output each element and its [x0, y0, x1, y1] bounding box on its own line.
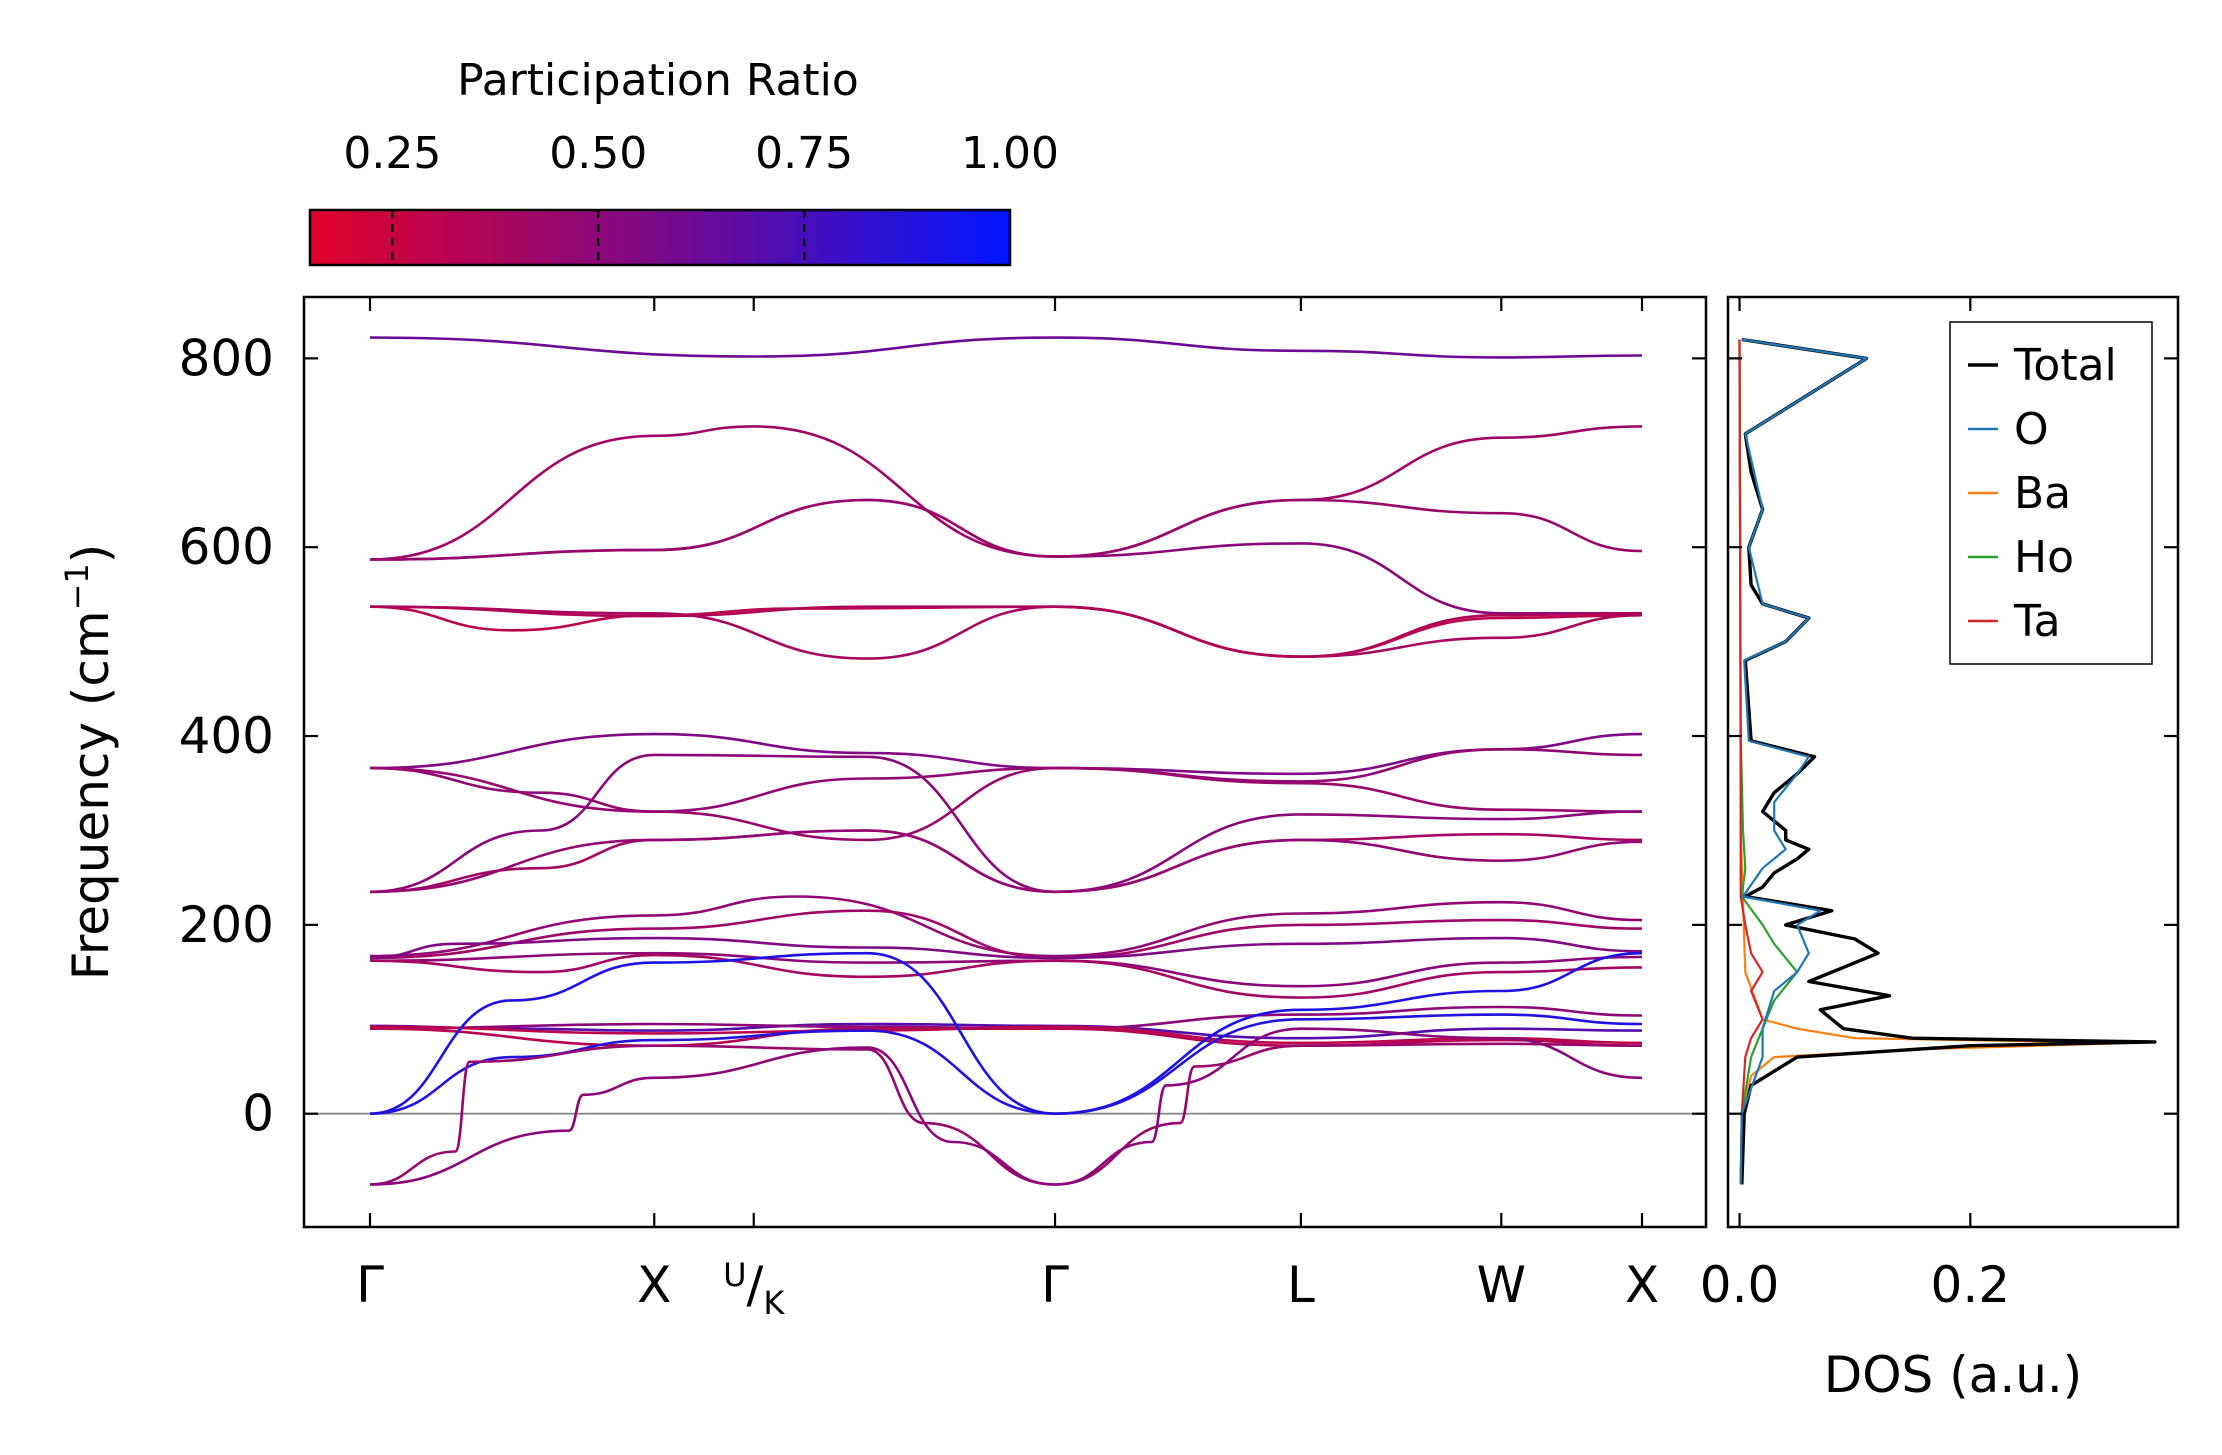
- phonon-branch: [369, 605, 1643, 660]
- dos-curve-ta: [1738, 339, 1764, 1185]
- phonon-branch: [369, 748, 1643, 813]
- phonon-branch: [369, 829, 1643, 894]
- dos-panel: 0.0 0.2 DOS (a.u.) Total O Ba Ho Ta: [1700, 295, 2180, 1404]
- legend-label-total: Total: [2013, 340, 2117, 391]
- colorbar-tick-label: 0.50: [549, 128, 647, 179]
- phonon-branch: [369, 951, 1643, 1115]
- legend-label-ho: Ho: [2014, 532, 2074, 583]
- y-tick-label: 600: [179, 518, 274, 576]
- y-tick-label: 800: [179, 329, 274, 387]
- y-tick-label: 0: [242, 1085, 274, 1143]
- dos-curve-ho: [1738, 339, 1799, 1185]
- dos-x-tick-label: 0.0: [1700, 1256, 1780, 1314]
- legend-label-ba: Ba: [2014, 468, 2071, 519]
- dos-legend: Total O Ba Ho Ta: [1949, 321, 2153, 665]
- phonon-branch: [369, 951, 1643, 988]
- k-point-label: Γ: [356, 1256, 384, 1314]
- dos-frame: [1726, 295, 2180, 1229]
- colorbar-title: Participation Ratio: [457, 55, 859, 106]
- legend-label-ta: Ta: [2013, 596, 2061, 647]
- band-structure-frame: [302, 295, 1708, 1229]
- phonon-branch: [369, 936, 1643, 960]
- phonon-branch: [369, 766, 1643, 842]
- colorbar: Participation Ratio 0.25 0.50 0.75 1.00: [308, 55, 1059, 267]
- phonon-branch: [369, 336, 1643, 359]
- phonon-branch: [369, 498, 1642, 615]
- k-point-label-u-k: U/K: [723, 1256, 785, 1322]
- k-point-label: Γ: [1041, 1256, 1069, 1314]
- k-point-label: L: [1287, 1256, 1315, 1314]
- phonon-branch: [369, 753, 1643, 894]
- dos-x-axis-label: DOS (a.u.): [1824, 1346, 2083, 1404]
- phonon-branch: [369, 953, 1643, 999]
- y-axis-label: Frequency (cm−1): [58, 544, 120, 981]
- phonon-branch: [369, 895, 1643, 958]
- y-tick-label: 200: [179, 896, 274, 954]
- band-structure-panel: 0 200 400 600 800 Γ X Γ L W X U/K Frequency (cm−1): [58, 295, 1708, 1322]
- colorbar-gradient: [308, 208, 1012, 267]
- colorbar-tick-label: 0.75: [755, 128, 853, 179]
- k-point-label: X: [1625, 1256, 1659, 1314]
- phonon-branch: [369, 829, 1643, 894]
- phonon-branch: [369, 1022, 1643, 1040]
- k-point-label: W: [1477, 1256, 1526, 1314]
- y-tick-label: 400: [179, 707, 274, 765]
- phonon-branch: [369, 498, 1643, 561]
- legend-label-o: O: [2014, 404, 2049, 455]
- colorbar-tick-label: 0.25: [343, 128, 441, 179]
- phonon-branch: [369, 605, 1643, 658]
- dos-curve-total: [1740, 337, 2157, 1185]
- phonon-branch: [369, 425, 1643, 561]
- dos-x-tick-label: 0.2: [1931, 1256, 2011, 1314]
- colorbar-tick-label: 1.00: [961, 128, 1059, 179]
- phonon-branch: [369, 909, 1643, 960]
- phonon-branch: [369, 1027, 1643, 1186]
- dos-curve-o: [1739, 338, 1868, 1185]
- k-point-label: X: [637, 1256, 671, 1314]
